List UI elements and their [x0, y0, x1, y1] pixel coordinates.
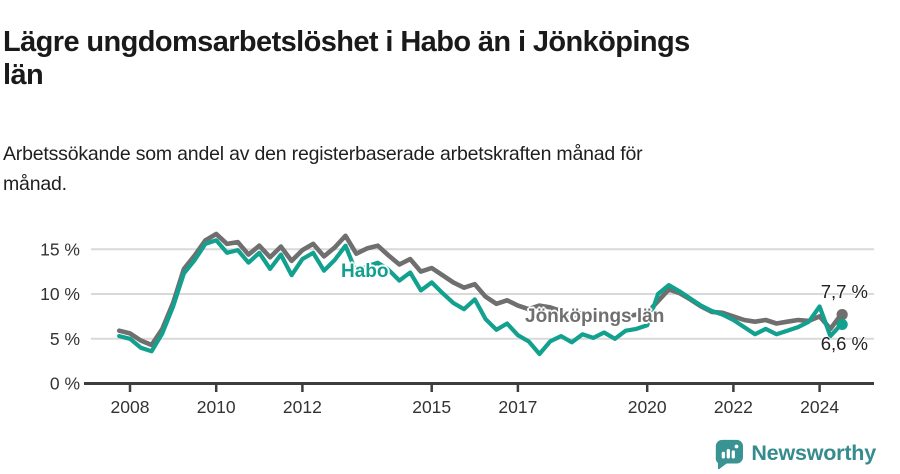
page-title-line-2: län	[3, 59, 44, 92]
end-value-label-jonkopings-lan: 7,7 %	[820, 281, 868, 302]
series-label-habo: Habo	[341, 261, 389, 282]
y-tick-label-5: 5 %	[50, 329, 80, 349]
x-tick-label-2020: 2020	[628, 397, 667, 417]
newsworthy-wordmark: Newsworthy	[751, 441, 876, 465]
x-tick-label-2010: 2010	[197, 397, 236, 417]
x-tick-label-2015: 2015	[412, 397, 451, 417]
exclamation-dot	[734, 444, 739, 449]
x-tick-label-2017: 2017	[498, 397, 537, 417]
y-tick-label-10: 10 %	[40, 284, 80, 304]
x-tick-label-2012: 2012	[283, 397, 322, 417]
page-title-line-1: Lägre ungdomsarbetslöshet i Habo än i Jö…	[3, 26, 690, 59]
x-tick-label-2008: 2008	[111, 397, 150, 417]
end-dot-j-nk-pings-l-n	[836, 308, 848, 321]
page-title: Lägre ungdomsarbetslöshet i Habo än i Jö…	[3, 26, 893, 92]
bar-2	[727, 448, 731, 459]
bar-3	[732, 450, 736, 459]
chart-subtitle-line-2: månad.	[3, 172, 67, 195]
end-value-label-habo: 6,6 %	[820, 333, 868, 354]
y-tick-label-15: 15 %	[40, 239, 80, 259]
series-label-jonkopings-lan: Jönköpings län	[525, 306, 665, 327]
bar-1	[722, 451, 726, 459]
newsworthy-bubble-icon	[716, 439, 744, 469]
x-tick-label-2024: 2024	[800, 397, 839, 417]
end-dot-habo	[836, 318, 848, 331]
newsworthy-logo[interactable]: Newsworthy	[714, 438, 876, 469]
y-tick-label-0: 0 %	[50, 374, 80, 394]
chart-subtitle-line-1: Arbetssökande som andel av den registerb…	[3, 142, 643, 165]
x-tick-label-2022: 2022	[714, 397, 753, 417]
chart-line-habo	[117, 238, 844, 357]
chart-subtitle: Arbetssökande som andel av den registerb…	[3, 139, 863, 199]
